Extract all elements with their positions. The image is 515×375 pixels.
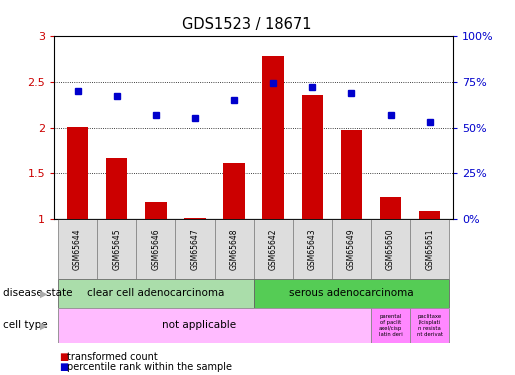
Bar — [145, 202, 166, 219]
Bar — [58, 308, 371, 343]
Text: cell type: cell type — [3, 320, 47, 330]
Text: transformed count: transformed count — [67, 352, 158, 362]
Bar — [215, 219, 253, 279]
Text: ▶: ▶ — [40, 288, 47, 298]
Bar — [253, 279, 449, 308]
Text: GSM65646: GSM65646 — [151, 228, 160, 270]
Text: GSM65642: GSM65642 — [269, 229, 278, 270]
Bar — [410, 219, 449, 279]
Bar — [97, 219, 136, 279]
Text: GSM65649: GSM65649 — [347, 228, 356, 270]
Bar — [332, 219, 371, 279]
Bar — [58, 279, 253, 308]
Bar — [302, 95, 323, 219]
Bar — [136, 219, 176, 279]
Bar — [293, 219, 332, 279]
Bar — [341, 130, 362, 219]
Text: GSM65644: GSM65644 — [73, 228, 82, 270]
Bar — [380, 197, 401, 219]
Text: ■: ■ — [59, 362, 68, 372]
Text: parental
of paclit
axel/cisp
latin deri: parental of paclit axel/cisp latin deri — [379, 314, 402, 336]
Bar — [419, 211, 440, 219]
Text: not applicable: not applicable — [162, 320, 236, 330]
Bar — [410, 308, 449, 343]
Bar — [58, 219, 97, 279]
Text: GSM65643: GSM65643 — [308, 228, 317, 270]
Bar — [371, 308, 410, 343]
Bar — [67, 127, 88, 219]
Bar — [263, 56, 284, 219]
Text: GSM65645: GSM65645 — [112, 228, 121, 270]
Text: percentile rank within the sample: percentile rank within the sample — [67, 362, 232, 372]
Text: ▶: ▶ — [40, 320, 47, 330]
Bar — [176, 219, 215, 279]
Text: GSM65647: GSM65647 — [191, 228, 199, 270]
Text: GDS1523 / 18671: GDS1523 / 18671 — [182, 17, 312, 32]
Text: GSM65650: GSM65650 — [386, 228, 395, 270]
Text: paclitaxe
l/cisplati
n resista
nt derivat: paclitaxe l/cisplati n resista nt deriva… — [417, 314, 443, 336]
Text: disease state: disease state — [3, 288, 72, 298]
Text: ■: ■ — [59, 352, 68, 362]
Text: GSM65651: GSM65651 — [425, 229, 434, 270]
Bar — [184, 217, 205, 219]
Bar — [371, 219, 410, 279]
Bar — [253, 219, 293, 279]
Text: serous adenocarcinoma: serous adenocarcinoma — [289, 288, 414, 298]
Bar — [224, 164, 245, 219]
Text: GSM65648: GSM65648 — [230, 229, 238, 270]
Text: clear cell adenocarcinoma: clear cell adenocarcinoma — [87, 288, 225, 298]
Bar — [106, 158, 127, 219]
